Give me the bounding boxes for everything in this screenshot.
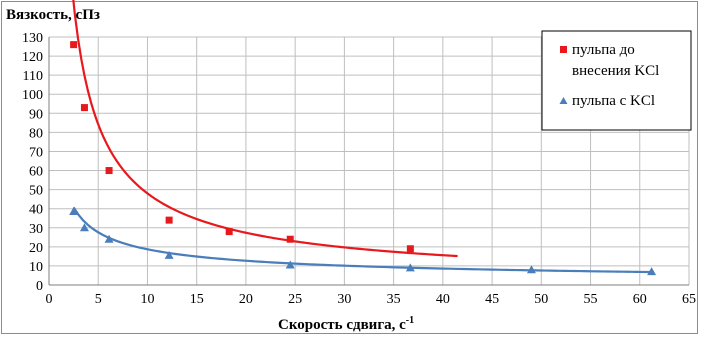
data-point-series-2 [79, 223, 89, 232]
legend-label-series-1-line-2: внесения KCl [572, 63, 659, 79]
x-tick-label: 25 [288, 292, 302, 307]
y-tick-label: 90 [29, 107, 43, 122]
data-point-series-1 [286, 235, 294, 243]
data-point-series-2 [69, 207, 79, 216]
x-tick-label: 5 [95, 292, 102, 307]
x-axis-title-text: Скорость сдвига, с [278, 317, 406, 333]
x-tick-label: 45 [485, 292, 499, 307]
y-tick-label: 20 [29, 241, 43, 256]
data-point-series-1 [105, 167, 113, 175]
x-tick-label: 10 [140, 292, 154, 307]
data-point-series-1 [406, 245, 414, 253]
data-point-series-1 [70, 41, 78, 49]
x-tick-label: 0 [46, 292, 53, 307]
y-tick-label: 0 [36, 279, 43, 294]
data-point-series-2 [405, 263, 415, 272]
legend-marker-triangle [559, 97, 568, 104]
legend-label-series-2: пульпа с KCl [572, 93, 655, 109]
x-tick-label: 20 [239, 292, 253, 307]
trend-line-series-1 [72, 0, 458, 258]
y-tick-label: 110 [23, 69, 43, 84]
x-tick-label: 65 [682, 292, 696, 307]
x-tick-labels: 0 5 10 15 20 25 30 35 40 45 50 55 60 65 [46, 292, 697, 307]
data-point-series-2 [526, 265, 536, 274]
y-tick-label: 30 [29, 222, 43, 237]
y-tick-label: 60 [29, 165, 43, 180]
y-tick-label: 10 [29, 260, 43, 275]
data-point-series-1 [80, 104, 88, 112]
y-tick-label: 100 [22, 88, 43, 103]
data-points [69, 41, 657, 276]
data-point-series-2 [647, 267, 657, 276]
data-point-series-2 [285, 260, 295, 269]
y-tick-label: 40 [29, 203, 43, 218]
data-point-series-2 [104, 234, 114, 243]
y-tick-label: 70 [29, 145, 43, 160]
y-tick-label: 50 [29, 184, 43, 199]
x-tick-label: 55 [584, 292, 598, 307]
x-tick-label: 40 [436, 292, 450, 307]
legend: пульпа до внесения KCl пульпа с KCl [541, 30, 692, 131]
x-tick-label: 60 [633, 292, 647, 307]
data-point-series-1 [225, 228, 233, 236]
x-tick-label: 35 [387, 292, 401, 307]
legend-label-series-1-line-1: пульпа до [572, 42, 635, 58]
y-tick-labels: 0 10 20 30 40 50 60 70 80 90 100 110 120 130 [22, 31, 43, 294]
x-tick-label: 50 [534, 292, 548, 307]
y-tick-label: 120 [22, 50, 43, 65]
y-tick-label: 130 [22, 31, 43, 46]
data-point-series-2 [164, 250, 174, 259]
legend-marker-square [560, 46, 567, 53]
data-point-series-1 [165, 216, 173, 224]
x-axis-title: Скорость сдвига, с-1 [278, 315, 414, 333]
y-tick-label: 80 [29, 126, 43, 141]
y-axis-title: Вязкость, сПз [6, 7, 100, 23]
x-axis-title-superscript: -1 [406, 315, 414, 326]
grid [48, 36, 690, 286]
x-tick-label: 30 [337, 292, 351, 307]
trend-line-series-2 [72, 206, 652, 274]
x-tick-label: 15 [190, 292, 204, 307]
